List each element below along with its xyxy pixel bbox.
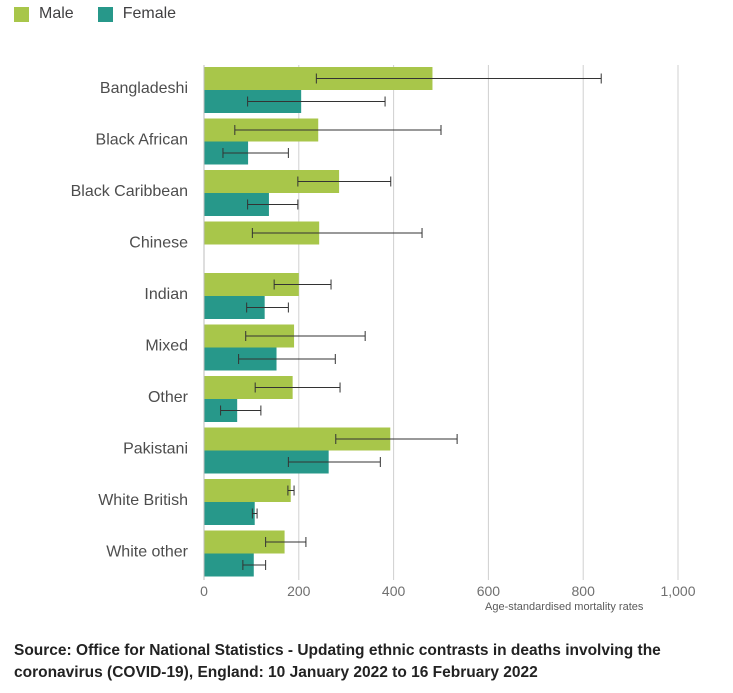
bar-female-black-caribbean — [204, 193, 269, 216]
bar-male-white-other — [204, 530, 285, 554]
x-axis-title: Age-standardised mortality rates — [485, 601, 644, 613]
bar-female-indian — [204, 296, 265, 319]
bar-male-indian — [204, 273, 299, 296]
category-label-white-other: White other — [106, 544, 188, 561]
category-label-indian: Indian — [144, 286, 188, 303]
x-tick-label-800: 800 — [572, 583, 596, 599]
bar-female-white-british — [204, 502, 255, 525]
category-label-chinese: Chinese — [129, 235, 188, 252]
category-label-black-caribbean: Black Caribbean — [71, 183, 188, 200]
category-label-other: Other — [148, 389, 189, 406]
x-tick-label-0: 0 — [200, 583, 208, 599]
category-label-pakistani: Pakistani — [123, 441, 188, 458]
bar-male-black-caribbean — [204, 170, 340, 193]
bar-male-other — [204, 376, 293, 399]
bar-male-pakistani — [204, 427, 391, 451]
category-label-bangladeshi: Bangladeshi — [100, 80, 188, 97]
female-swatch — [97, 6, 113, 22]
x-tick-label-200: 200 — [287, 583, 311, 599]
category-label-black-african: Black African — [96, 132, 188, 149]
bar-female-white-other — [204, 553, 254, 577]
bar-chart: 0 200 400 600 800 1,000 Age-standardised morta… — [71, 65, 696, 613]
source-note: Source: Office for National Statistics -… — [14, 642, 661, 681]
legend-item-male[interactable]: Male — [14, 5, 74, 23]
legend-male-label: Male — [39, 5, 74, 22]
male-swatch — [14, 6, 29, 22]
x-tick-label-1000: 1,000 — [660, 583, 695, 599]
legend-item-female[interactable]: Female — [97, 5, 177, 23]
legend: Male Female — [14, 5, 176, 23]
category-label-mixed: Mixed — [145, 338, 188, 355]
bar-male-white-british — [204, 479, 291, 502]
category-label-white-british: White British — [98, 492, 188, 509]
x-tick-label-400: 400 — [382, 583, 406, 599]
x-tick-label-600: 600 — [477, 583, 501, 599]
legend-female-label: Female — [122, 5, 177, 22]
bar-female-pakistani — [204, 450, 329, 474]
